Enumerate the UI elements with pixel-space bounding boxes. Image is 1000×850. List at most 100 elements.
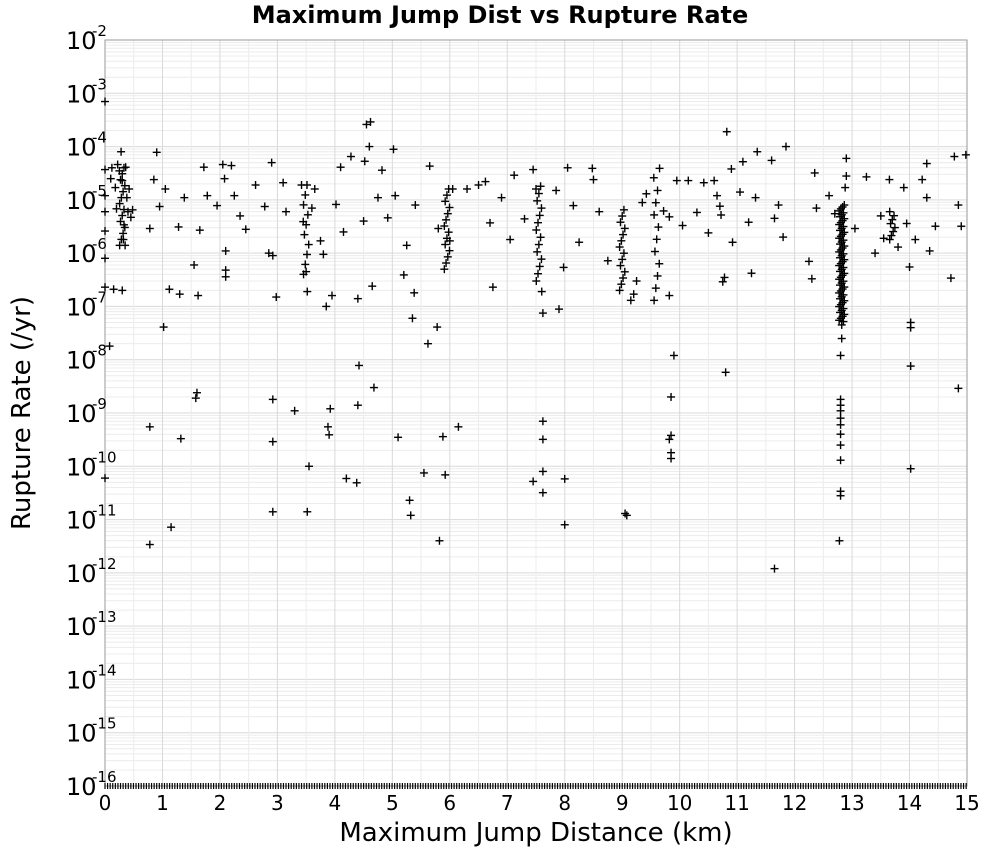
- data-point: [279, 178, 288, 187]
- y-tick-exponent: -15: [92, 715, 117, 733]
- data-point: [836, 395, 845, 404]
- data-point: [353, 294, 362, 303]
- data-point: [616, 218, 625, 227]
- data-point: [310, 184, 319, 193]
- data-point: [264, 249, 273, 258]
- data-point: [890, 211, 899, 220]
- data-point: [911, 235, 920, 244]
- x-tick-label: 6: [443, 791, 456, 815]
- data-point: [704, 228, 713, 237]
- x-tick-label: 7: [501, 791, 514, 815]
- x-tick-label: 10: [667, 791, 692, 815]
- y-tick-base: 10: [66, 240, 97, 268]
- data-point: [836, 351, 845, 360]
- data-point: [538, 467, 547, 476]
- data-point: [120, 223, 129, 232]
- data-point: [667, 392, 676, 401]
- data-point: [836, 441, 845, 450]
- y-tick-exponent: -9: [92, 395, 107, 413]
- data-point: [835, 247, 844, 256]
- data-point: [885, 207, 894, 216]
- data-point: [905, 262, 914, 271]
- y-tick-label: 10-5: [66, 182, 107, 215]
- data-point: [117, 235, 126, 244]
- data-point: [107, 163, 116, 172]
- data-point: [120, 181, 129, 190]
- data-point: [299, 200, 308, 209]
- data-point: [423, 339, 432, 348]
- data-point: [957, 222, 966, 231]
- data-point: [106, 174, 115, 183]
- data-point: [360, 157, 369, 166]
- y-tick-base: 10: [66, 27, 97, 55]
- data-point: [534, 240, 543, 249]
- data-point: [365, 142, 374, 151]
- data-point: [241, 225, 250, 234]
- data-point: [109, 285, 118, 294]
- data-point: [115, 199, 124, 208]
- data-point: [195, 226, 204, 235]
- data-point: [438, 432, 447, 441]
- data-point: [684, 176, 693, 185]
- y-tick-label: 10-13: [66, 608, 117, 641]
- data-point: [841, 183, 850, 192]
- data-point: [835, 294, 844, 303]
- data-point: [199, 163, 208, 172]
- data-point: [842, 154, 851, 163]
- data-point: [126, 213, 135, 222]
- data-point: [101, 97, 109, 106]
- data-point: [220, 174, 229, 183]
- data-point: [342, 474, 351, 483]
- data-point: [411, 201, 420, 210]
- data-point: [290, 406, 299, 415]
- data-point: [408, 314, 417, 323]
- y-tick-base: 10: [66, 560, 97, 588]
- y-tick-label: 10-11: [66, 502, 117, 535]
- data-point: [906, 318, 915, 327]
- data-point: [537, 287, 546, 296]
- data-point: [835, 212, 844, 221]
- data-point: [728, 238, 737, 247]
- data-point: [359, 217, 368, 226]
- data-point: [305, 462, 314, 471]
- data-point: [850, 224, 859, 233]
- data-point: [537, 204, 546, 213]
- data-point: [230, 191, 239, 200]
- data-point: [538, 488, 547, 497]
- y-tick-exponent: -8: [92, 342, 107, 360]
- data-point: [445, 246, 454, 255]
- x-tick-label: 0: [99, 791, 112, 815]
- data-point: [807, 274, 816, 283]
- data-point: [655, 259, 664, 268]
- data-point: [899, 183, 908, 192]
- data-point: [810, 168, 819, 177]
- data-point: [616, 261, 625, 270]
- y-tick-exponent: -6: [92, 235, 107, 253]
- data-point: [736, 188, 745, 197]
- data-point: [925, 246, 934, 255]
- data-point: [533, 247, 542, 256]
- data-point: [620, 224, 629, 233]
- data-point: [667, 454, 676, 463]
- data-point: [268, 395, 277, 404]
- data-point: [879, 234, 888, 243]
- data-point: [346, 152, 355, 161]
- y-tick-exponent: -4: [92, 129, 107, 147]
- data-point: [618, 255, 627, 264]
- data-point: [105, 342, 114, 351]
- data-point: [672, 176, 681, 185]
- data-point: [159, 323, 168, 332]
- data-point: [559, 263, 568, 272]
- data-point: [443, 252, 452, 261]
- data-point: [149, 175, 158, 184]
- x-tick-label: 2: [214, 791, 227, 815]
- data-point: [621, 509, 630, 518]
- data-point: [419, 468, 428, 477]
- data-point: [383, 213, 392, 222]
- data-point: [115, 241, 124, 250]
- data-point: [302, 181, 311, 190]
- data-point: [954, 384, 963, 393]
- data-point: [588, 164, 597, 173]
- data-point: [117, 147, 126, 156]
